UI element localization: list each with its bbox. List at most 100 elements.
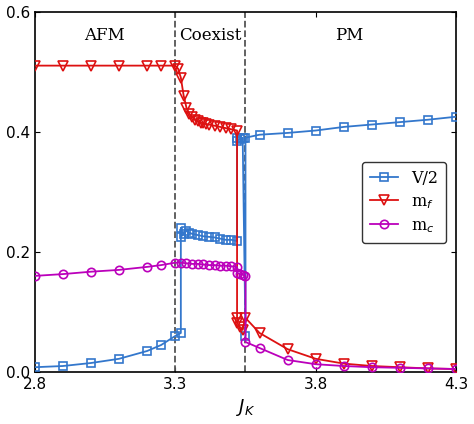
m$_c$ [240,272,246,277]
m$_f$ [243,315,248,321]
m$_f$ [198,120,203,125]
V/2 [201,234,206,239]
V/2 [228,237,234,243]
V/2 [186,230,192,235]
V/2 [223,237,228,243]
X-axis label: $J_K$: $J_K$ [236,397,255,418]
m$_c$ [206,262,212,268]
Legend: V/2, m$_f$, m$_c$: V/2, m$_f$, m$_c$ [362,162,446,243]
m$_f$ [234,315,240,321]
m$_f$ [425,366,431,371]
m$_f$ [192,117,198,122]
m$_f$ [223,126,228,131]
m$_f$ [240,327,246,332]
m$_c$ [212,262,218,268]
V/2 [178,225,184,230]
m$_c$ [425,366,431,371]
V/2 [243,333,248,338]
m$_c$ [189,261,195,266]
m$_f$ [218,124,223,129]
m$_f$ [369,363,375,368]
Text: AFM: AFM [84,27,125,44]
m$_f$ [32,63,37,68]
m$_f$ [397,365,403,370]
V/2 [189,232,195,237]
V/2 [243,135,248,140]
V/2 [60,363,65,368]
V/2 [397,120,403,125]
m$_c$ [454,366,459,371]
m$_f$ [203,121,209,126]
V/2 [234,135,240,140]
m$_f$ [116,63,122,68]
m$_c$ [178,260,184,265]
m$_f$ [285,347,291,352]
V/2 [454,114,459,119]
V/2 [173,333,178,338]
m$_f$ [313,356,319,361]
V/2 [341,124,346,129]
V/2 [425,117,431,122]
m$_c$ [234,271,240,276]
m$_c$ [285,357,291,363]
V/2 [237,137,243,142]
m$_c$ [223,263,228,268]
V/2 [158,343,164,348]
V/2 [32,365,37,370]
m$_f$ [454,366,459,371]
V/2 [144,349,150,354]
V/2 [178,330,184,335]
Text: PM: PM [335,27,364,44]
V/2 [178,234,184,240]
m$_c$ [397,365,403,371]
m$_f$ [144,63,150,68]
V/2 [181,232,186,237]
m$_f$ [178,75,184,80]
m$_c$ [341,363,346,368]
m$_c$ [60,271,65,276]
m$_c$ [173,260,178,265]
m$_c$ [116,268,122,273]
m$_c$ [237,271,243,276]
Line: m$_f$: m$_f$ [30,61,461,374]
m$_c$ [369,365,375,370]
m$_f$ [186,111,192,116]
V/2 [234,239,240,244]
m$_f$ [181,93,186,98]
V/2 [195,232,201,237]
Line: m$_c$: m$_c$ [30,259,460,373]
m$_c$ [257,346,263,351]
m$_f$ [212,123,218,128]
Line: V/2: V/2 [31,113,460,371]
m$_f$ [195,118,201,123]
m$_c$ [144,264,150,269]
V/2 [183,228,189,233]
V/2 [313,128,319,133]
m$_f$ [88,63,94,68]
V/2 [369,122,375,127]
V/2 [88,360,94,365]
m$_f$ [183,105,189,110]
m$_c$ [228,264,234,269]
m$_f$ [234,128,240,133]
V/2 [116,356,122,361]
V/2 [240,135,246,140]
V/2 [234,138,240,143]
m$_c$ [195,261,201,266]
m$_f$ [237,324,243,329]
m$_c$ [183,261,189,266]
m$_f$ [201,121,206,126]
m$_c$ [313,362,319,367]
m$_f$ [189,114,195,119]
m$_c$ [234,264,240,269]
m$_c$ [201,262,206,267]
Text: Coexist: Coexist [179,27,242,44]
m$_f$ [60,63,65,68]
m$_f$ [234,320,240,325]
m$_c$ [243,273,248,279]
m$_f$ [341,361,346,366]
m$_f$ [158,63,164,68]
m$_c$ [32,273,37,279]
m$_f$ [173,63,178,68]
m$_f$ [206,122,212,127]
